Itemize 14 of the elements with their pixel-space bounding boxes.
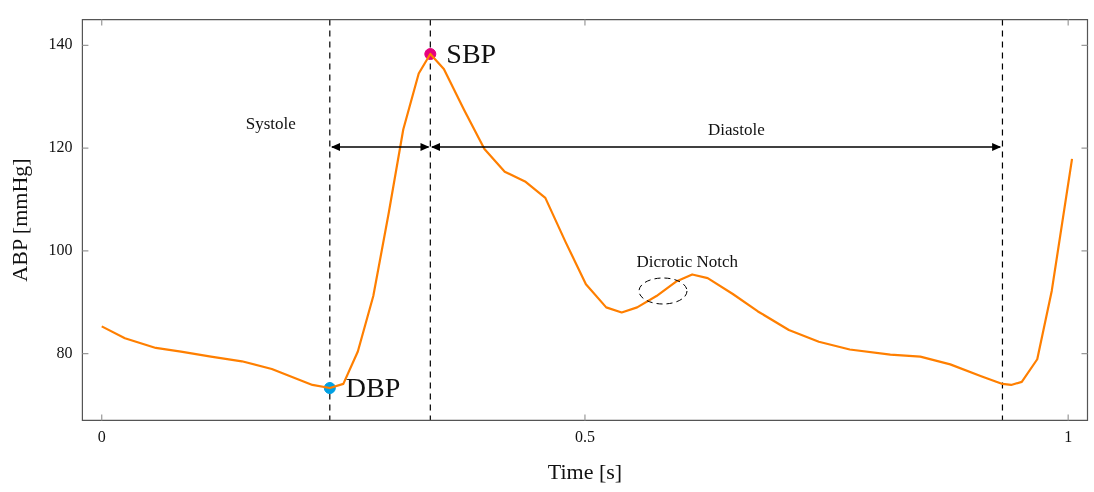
annotation: Dicrotic Notch xyxy=(636,252,739,272)
x-axis-title: Time [s] xyxy=(547,458,623,484)
series-label: DBP xyxy=(345,372,401,404)
y-tick-label: 80 xyxy=(56,343,73,361)
annotation: Diastole xyxy=(708,120,765,140)
x-tick-label: 0.5 xyxy=(574,428,595,446)
y-tick-label: 140 xyxy=(48,35,73,53)
y-axis-title: ABP [mmHg] xyxy=(6,158,32,282)
x-tick-label: 1 xyxy=(1064,428,1073,446)
series-label: SBP xyxy=(446,38,497,70)
y-tick-label: 120 xyxy=(48,138,73,156)
annotation: Systole xyxy=(245,114,296,134)
y-tick-label: 100 xyxy=(48,241,73,259)
x-tick-label: 0 xyxy=(97,428,106,446)
